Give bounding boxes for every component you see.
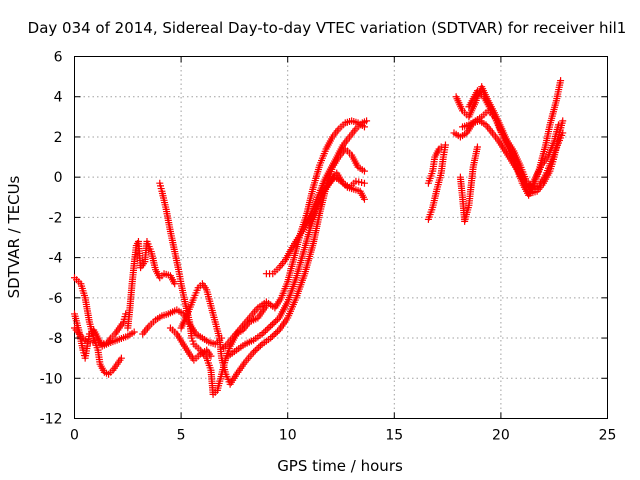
x-tick-label: 25 [599, 428, 617, 444]
data-point [272, 329, 280, 337]
y-tick-label: -12 [40, 412, 63, 428]
data-point [256, 342, 264, 350]
data-point [557, 77, 565, 85]
data-point [250, 348, 258, 356]
data-point [554, 121, 562, 129]
data-point [360, 167, 368, 175]
x-tick-label: 0 [70, 428, 79, 444]
y-tick-label: 0 [54, 170, 63, 186]
chart-title: Day 034 of 2014, Sidereal Day-to-day VTE… [28, 19, 627, 37]
series-arc-14 [424, 143, 445, 187]
data-point [251, 347, 259, 355]
data-point [207, 352, 215, 360]
data-point [260, 328, 268, 336]
data-point [360, 179, 368, 187]
series-arc-6 [156, 179, 270, 398]
data-point [258, 330, 266, 338]
data-point [559, 117, 567, 125]
data-point [171, 280, 179, 288]
series-arc-13 [424, 141, 449, 223]
data-point [268, 332, 276, 340]
x-tick-label: 5 [177, 428, 186, 444]
y-axis-label: SDTVAR / TECUs [5, 175, 23, 298]
data-point [268, 320, 276, 328]
grid [74, 56, 608, 419]
data-point [265, 324, 273, 332]
data-point [272, 317, 280, 325]
data-point [263, 325, 271, 333]
data-marks [71, 77, 567, 398]
data-point [273, 316, 281, 324]
x-axis-label: GPS time / hours [277, 457, 403, 475]
data-point [559, 129, 567, 137]
x-tick-label: 20 [492, 428, 510, 444]
y-tick-label: -8 [49, 331, 63, 347]
series-arc-11 [262, 117, 371, 278]
data-point [267, 334, 275, 342]
data-point [253, 345, 261, 353]
data-point [189, 337, 197, 345]
data-point [255, 343, 263, 351]
ticks: 0 5 10 15 20 25 -12 -10 -8 -6 -4 -2 0 2 4 6 [40, 50, 617, 444]
data-point [441, 141, 449, 149]
series-arc-1 [71, 274, 125, 378]
data-point [188, 334, 196, 342]
plot-frame [74, 56, 608, 419]
x-tick-label: 15 [385, 428, 403, 444]
data-point [273, 328, 281, 336]
y-tick-label: -10 [40, 371, 63, 387]
y-tick-label: 4 [54, 90, 63, 106]
series-arc-19 [465, 87, 562, 199]
y-tick-label: 6 [54, 50, 63, 66]
data-point [117, 354, 125, 362]
data-point [473, 143, 481, 151]
series-arc-10 [224, 169, 368, 360]
series-arc-7 [166, 324, 215, 364]
series-arc-4 [124, 238, 179, 332]
y-tick-label: -6 [49, 291, 63, 307]
y-tick-label: -4 [49, 251, 63, 267]
data-point [360, 195, 368, 203]
y-tick-label: 2 [54, 130, 63, 146]
data-point [267, 322, 275, 330]
data-point [270, 319, 278, 327]
data-point [437, 143, 445, 151]
x-tick-label: 10 [279, 428, 297, 444]
data-point [262, 327, 270, 335]
series-arc-17 [456, 143, 481, 225]
y-tick-label: -2 [49, 210, 63, 226]
series-arc-12 [305, 173, 368, 229]
series-arc-3 [71, 324, 138, 348]
data-point [270, 331, 278, 339]
data-point [130, 328, 138, 336]
data-point [363, 117, 371, 125]
